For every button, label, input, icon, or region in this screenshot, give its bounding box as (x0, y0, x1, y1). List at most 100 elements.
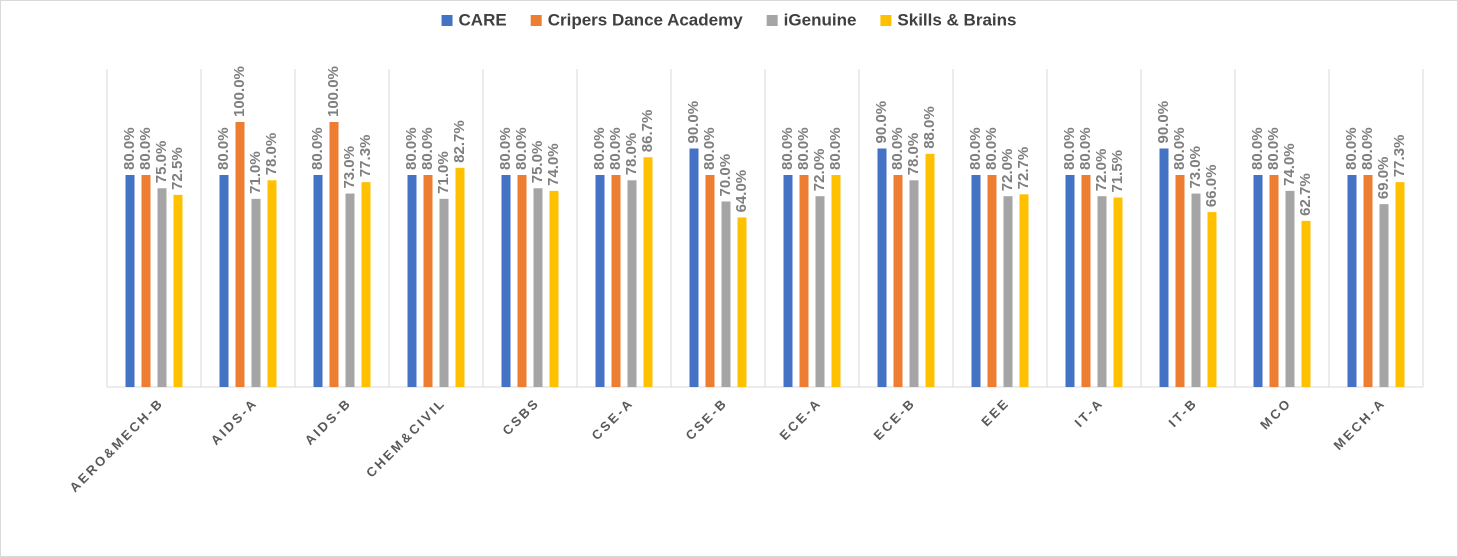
value-label: 80.0% (827, 127, 844, 170)
bar (611, 175, 621, 387)
bar (925, 153, 935, 387)
value-label: 80.0% (1359, 127, 1376, 170)
value-label: 80.0% (779, 127, 796, 170)
bar (1347, 175, 1357, 387)
legend-swatch (880, 15, 892, 26)
value-label: 80.0% (607, 127, 624, 170)
value-label: 78.0% (905, 133, 922, 176)
legend-label: CARE (459, 10, 507, 29)
value-label: 88.0% (921, 106, 938, 149)
bar (721, 201, 731, 387)
bar (235, 122, 245, 387)
bar (1081, 175, 1091, 387)
bar (439, 198, 449, 387)
bar (251, 198, 261, 387)
bar (1269, 175, 1279, 387)
value-label: 80.0% (701, 127, 718, 170)
bar (971, 175, 981, 387)
value-label: 80.0% (983, 127, 1000, 170)
bar (815, 196, 825, 387)
bar (1191, 193, 1201, 387)
value-label: 77.3% (1391, 135, 1408, 178)
legend-label: Skills & Brains (897, 10, 1016, 29)
bar (361, 182, 371, 387)
value-label: 72.5% (169, 147, 186, 190)
value-label: 77.3% (357, 135, 374, 178)
value-label: 75.0% (529, 141, 546, 184)
bar (1395, 182, 1405, 387)
value-label: 80.0% (1061, 127, 1078, 170)
bar (141, 175, 151, 387)
value-label: 80.0% (137, 127, 154, 170)
value-label: 73.0% (1187, 146, 1204, 189)
bar (705, 175, 715, 387)
legend-label: iGenuine (784, 10, 857, 29)
bar (831, 175, 841, 387)
bar (643, 157, 653, 387)
bar (1065, 175, 1075, 387)
value-label: 80.0% (513, 127, 530, 170)
value-label: 62.7% (1297, 173, 1314, 216)
value-label: 70.0% (717, 154, 734, 197)
value-label: 80.0% (1249, 127, 1266, 170)
value-label: 90.0% (1155, 101, 1172, 144)
value-label: 86.7% (639, 110, 656, 153)
legend-swatch (530, 15, 542, 26)
value-label: 73.0% (341, 146, 358, 189)
bar (219, 175, 229, 387)
bar (1113, 197, 1123, 387)
value-label: 80.0% (215, 127, 232, 170)
value-label: 80.0% (497, 127, 514, 170)
value-label: 72.0% (999, 149, 1016, 192)
value-label: 80.0% (403, 127, 420, 170)
bar (1003, 196, 1013, 387)
bar (1379, 204, 1389, 387)
bar (1159, 148, 1169, 387)
value-label: 74.0% (1281, 143, 1298, 186)
legend-label: Cripers Dance Academy (548, 10, 744, 29)
value-label: 80.0% (1171, 127, 1188, 170)
value-label: 71.0% (247, 151, 264, 194)
value-label: 78.0% (263, 133, 280, 176)
bar (737, 217, 747, 387)
value-label: 80.0% (967, 127, 984, 170)
bar (877, 148, 887, 387)
bar (1285, 190, 1295, 387)
bar (313, 175, 323, 387)
value-label: 80.0% (1265, 127, 1282, 170)
bar (1207, 212, 1217, 387)
value-label: 90.0% (685, 101, 702, 144)
value-label: 74.0% (545, 143, 562, 186)
bar (893, 175, 903, 387)
bar (1363, 175, 1373, 387)
value-label: 80.0% (419, 127, 436, 170)
bar (407, 175, 417, 387)
value-label: 100.0% (325, 66, 342, 117)
value-label: 75.0% (153, 141, 170, 184)
value-label: 90.0% (873, 101, 890, 144)
value-label: 69.0% (1375, 157, 1392, 200)
bar (173, 194, 183, 387)
value-label: 80.0% (309, 127, 326, 170)
bar (799, 175, 809, 387)
bar (689, 148, 699, 387)
bar (1301, 220, 1311, 387)
bar (1019, 194, 1029, 387)
value-label: 82.7% (451, 120, 468, 163)
bar (549, 190, 559, 387)
bar (329, 122, 339, 387)
bar (455, 167, 465, 387)
value-label: 100.0% (231, 66, 248, 117)
bar (533, 188, 543, 387)
value-label: 71.0% (435, 151, 452, 194)
bar (1253, 175, 1263, 387)
bar (125, 175, 135, 387)
legend-swatch (441, 15, 453, 26)
value-label: 71.5% (1109, 150, 1126, 193)
value-label: 80.0% (121, 127, 138, 170)
value-label: 66.0% (1203, 165, 1220, 208)
bar (1175, 175, 1185, 387)
bar (909, 180, 919, 387)
bar (987, 175, 997, 387)
